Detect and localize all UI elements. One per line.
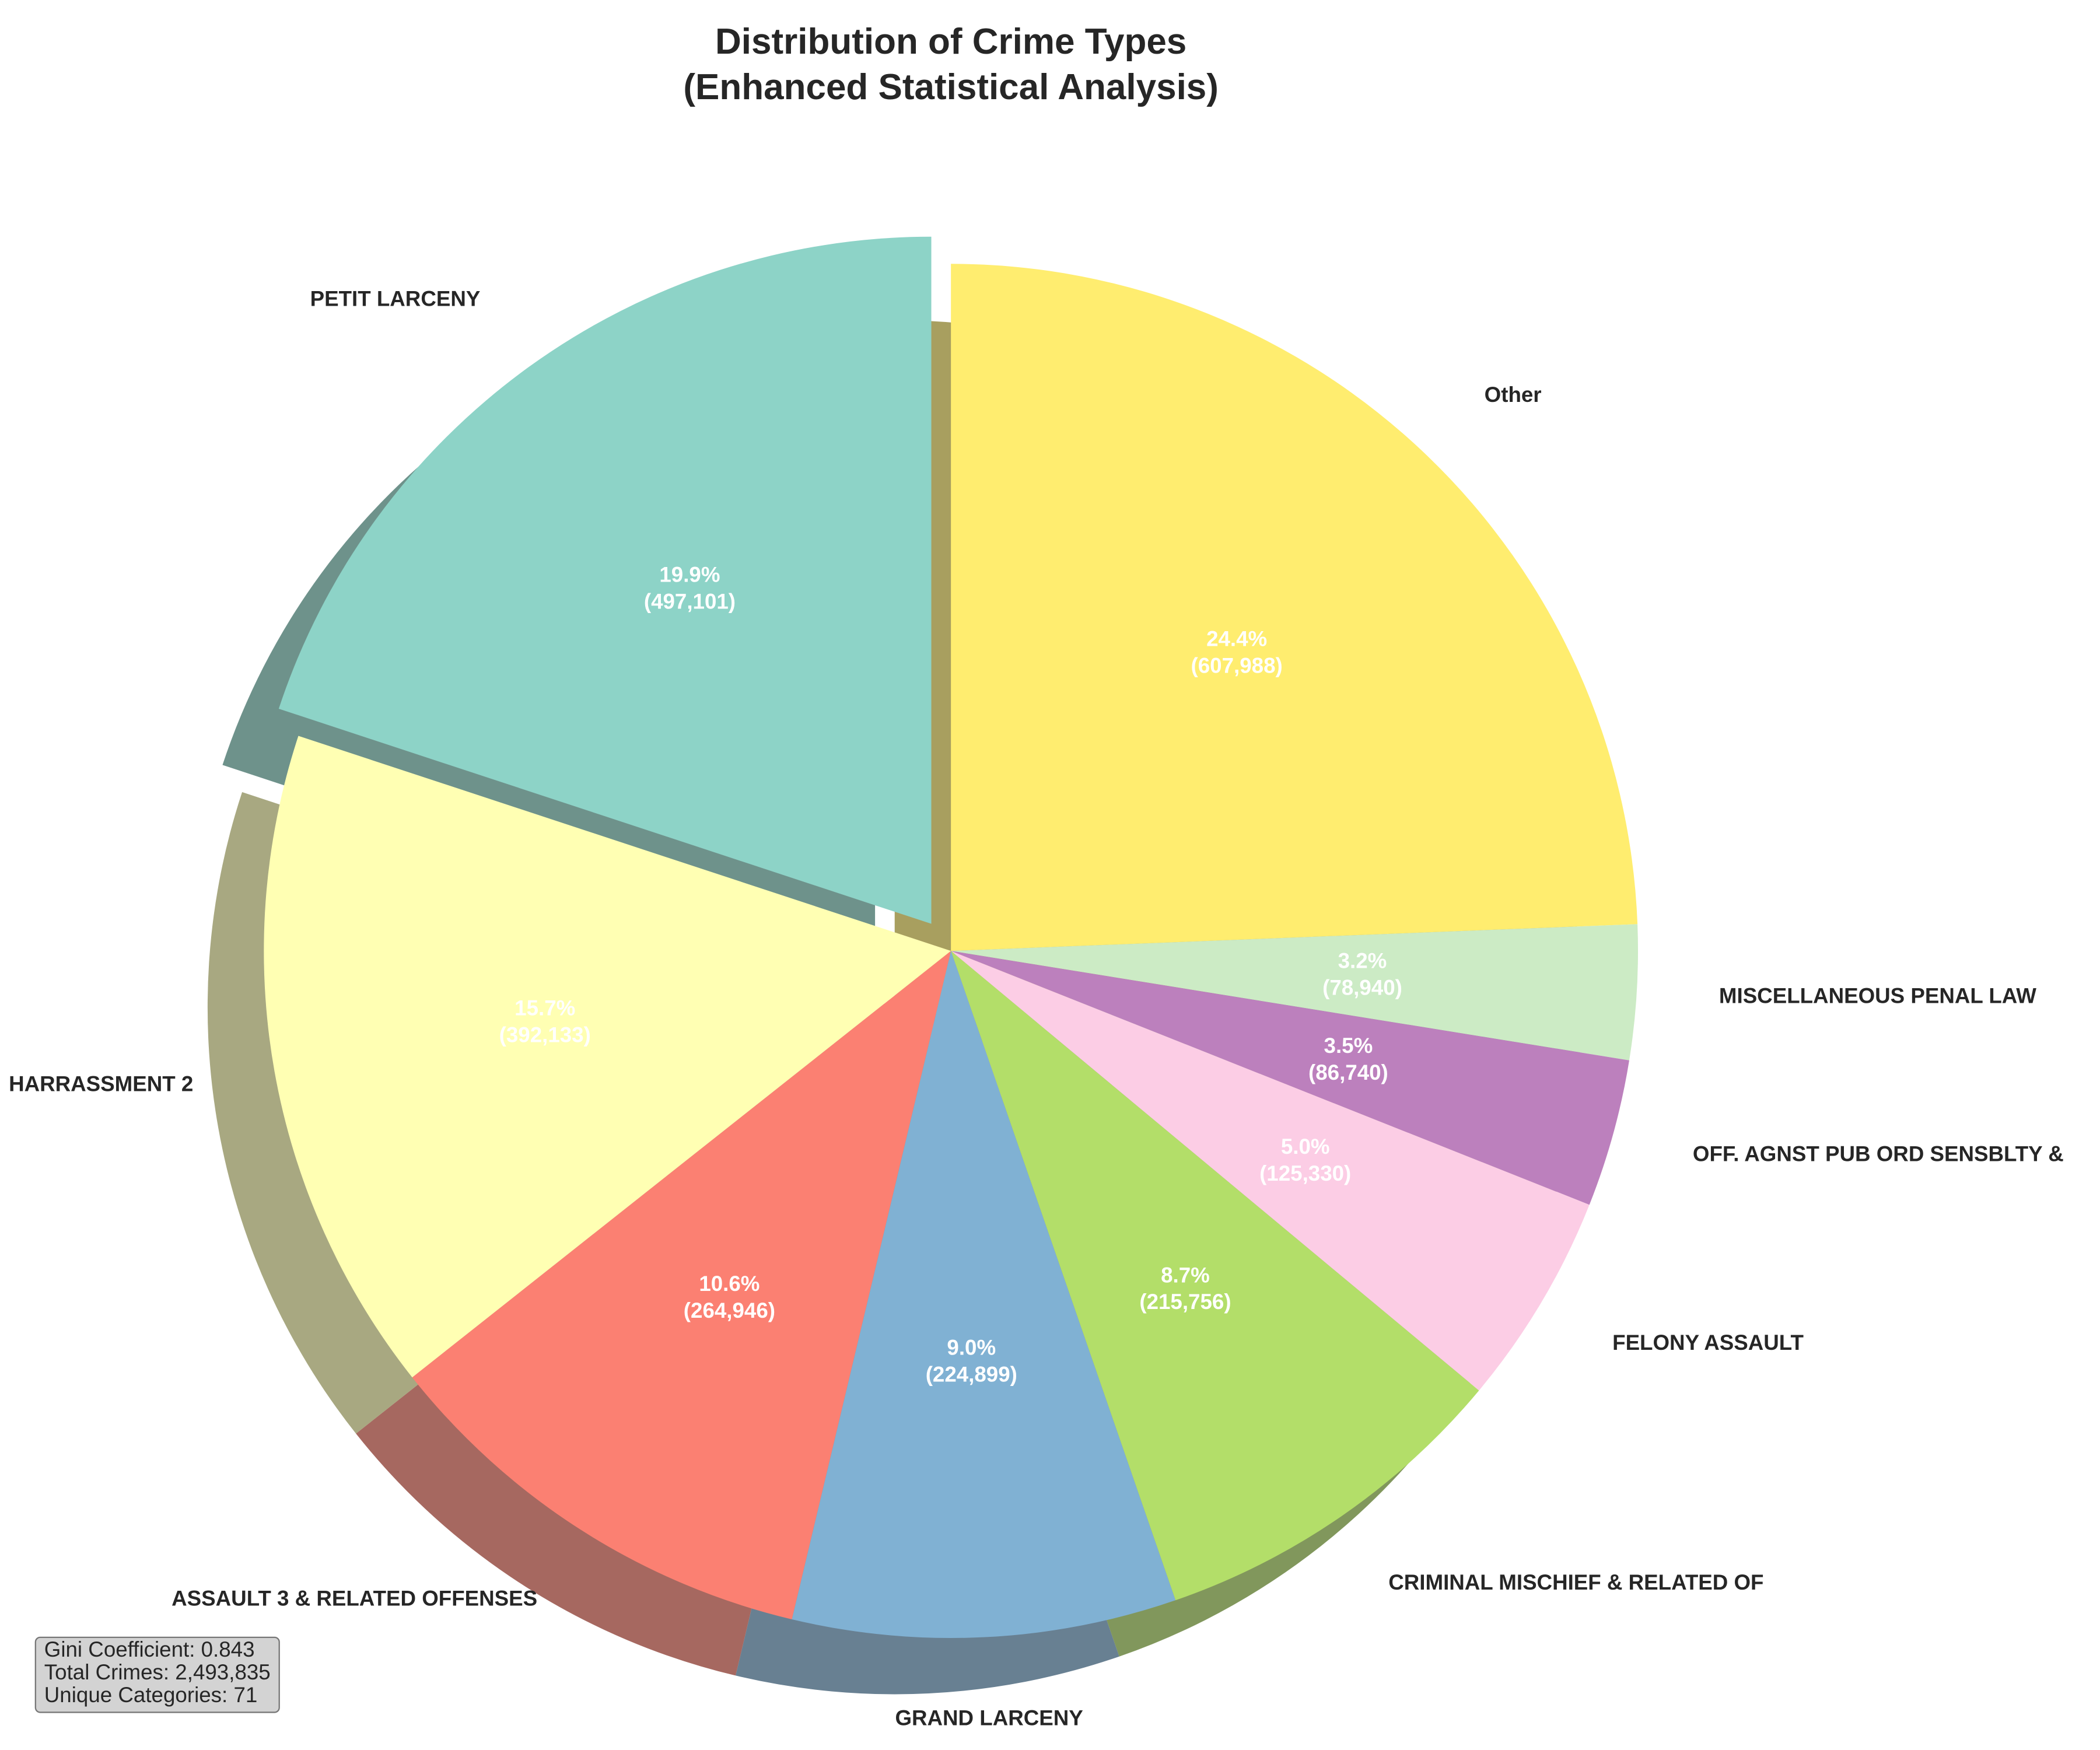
- pie-slice-other: [951, 264, 1638, 951]
- slice-label-harrassment-2: HARRASSMENT 2: [9, 1072, 193, 1096]
- slice-count-felony-assault: (125,330): [1259, 1161, 1351, 1185]
- slice-label-off-agnst-pub-ord-sensblty: OFF. AGNST PUB ORD SENSBLTY &: [1693, 1142, 2064, 1166]
- total-crimes-text: Total Crimes: 2,493,835: [44, 1662, 271, 1685]
- slice-percent-other: 24.4%: [1206, 627, 1267, 651]
- pie-slice-miscellaneous-penal-law: [951, 924, 1639, 1060]
- slice-count-criminal-mischief-related-of: (215,756): [1139, 1290, 1231, 1314]
- pie-slice-grand-larceny: [792, 951, 1176, 1639]
- slice-percent-miscellaneous-penal-law: 3.2%: [1338, 949, 1387, 973]
- slice-percent-grand-larceny: 9.0%: [947, 1336, 996, 1360]
- slice-percent-off-agnst-pub-ord-sensblty: 3.5%: [1324, 1034, 1373, 1058]
- pie-slice-assault-3-related-offenses: [412, 951, 951, 1620]
- slice-percent-criminal-mischief-related-of: 8.7%: [1161, 1263, 1210, 1287]
- slice-count-harrassment-2: (392,133): [499, 1023, 591, 1046]
- pie-slice-harrassment-2: [264, 736, 951, 1378]
- slice-label-assault-3-related-offenses: ASSAULT 3 & RELATED OFFENSES: [172, 1586, 537, 1610]
- slice-count-grand-larceny: (224,899): [926, 1363, 1017, 1387]
- pie-slice-felony-assault: [951, 951, 1590, 1391]
- slice-label-criminal-mischief-related-of: CRIMINAL MISCHIEF & RELATED OF: [1388, 1570, 1763, 1594]
- pie-slice-off-agnst-pub-ord-sensblty: [951, 951, 1629, 1205]
- slice-count-assault-3-related-offenses: (264,946): [684, 1298, 775, 1322]
- slice-label-petit-larceny: PETIT LARCENY: [310, 286, 481, 310]
- pie-slice-layer: [264, 236, 1639, 1639]
- slice-percent-felony-assault: 5.0%: [1281, 1135, 1330, 1158]
- chart-title: Distribution of Crime Types: [715, 21, 1187, 62]
- slice-count-petit-larceny: (497,101): [644, 590, 736, 614]
- pie-slice-petit-larceny: [278, 236, 932, 924]
- slice-label-grand-larceny: GRAND LARCENY: [895, 1706, 1083, 1730]
- slice-label-other: Other: [1485, 383, 1542, 407]
- chart-subtitle: (Enhanced Statistical Analysis): [683, 66, 1219, 107]
- slice-count-off-agnst-pub-ord-sensblty: (86,740): [1308, 1060, 1388, 1084]
- slice-count-miscellaneous-penal-law: (78,940): [1322, 976, 1402, 1000]
- stats-box: Gini Coefficient: 0.843 Total Crimes: 2,…: [34, 1636, 280, 1713]
- slice-label-felony-assault: FELONY ASSAULT: [1612, 1331, 1804, 1354]
- pie-text-layer: Other 24.4% (607,988) MISCELLANEOUS PENAL L…: [9, 286, 2064, 1730]
- pie-slice-criminal-mischief-related-of: [951, 951, 1479, 1601]
- gini-coefficient-text: Gini Coefficient: 0.843: [44, 1639, 255, 1662]
- slice-count-other: (607,988): [1191, 654, 1283, 678]
- slice-label-miscellaneous-penal-law: MISCELLANEOUS PENAL LAW: [1719, 984, 2036, 1008]
- unique-categories-text: Unique Categories: 71: [44, 1685, 258, 1708]
- slice-percent-petit-larceny: 19.9%: [659, 563, 720, 587]
- slice-percent-assault-3-related-offenses: 10.6%: [699, 1272, 760, 1296]
- slice-percent-harrassment-2: 15.7%: [514, 996, 575, 1020]
